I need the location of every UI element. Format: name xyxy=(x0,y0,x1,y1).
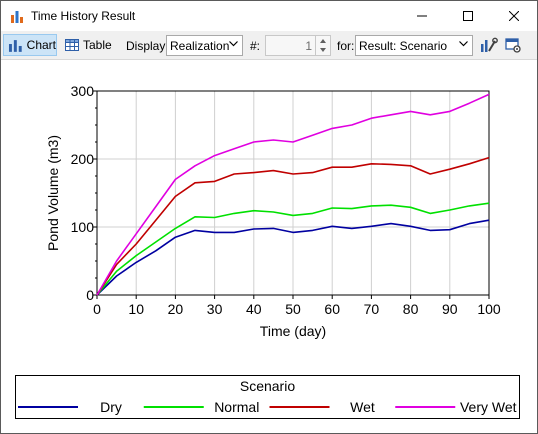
legend-label: Normal xyxy=(214,399,259,415)
legend-label: Dry xyxy=(100,399,122,415)
legend-entries: Dry Normal Wet Very Wet xyxy=(18,399,517,415)
x-tick-label: 10 xyxy=(128,301,144,317)
minimize-button[interactable] xyxy=(399,1,445,31)
title-bar: Time History Result xyxy=(1,1,537,31)
display-label: Display: xyxy=(126,39,169,53)
series-line-wet xyxy=(96,156,490,296)
maximize-button[interactable] xyxy=(445,1,491,31)
x-tick-label: 30 xyxy=(207,301,223,317)
chart-properties-button[interactable] xyxy=(479,34,499,56)
spin-down-icon xyxy=(320,48,326,52)
series-line-normal xyxy=(96,202,490,296)
realization-number-input[interactable]: 1 xyxy=(265,35,331,56)
legend-label: Very Wet xyxy=(460,399,517,415)
spin-up-icon xyxy=(320,39,326,43)
table-icon xyxy=(65,39,79,51)
x-tick-label: 60 xyxy=(324,301,340,317)
table-view-button[interactable]: Table xyxy=(64,35,114,55)
chart-wrench-icon xyxy=(481,37,498,52)
maximize-icon xyxy=(463,11,473,21)
result-select-value: Result: Scenario xyxy=(359,39,448,53)
time-history-chart: 0 10 20 30 40 50 60 70 80 90 100 0 100 200 300 Time (d… xyxy=(45,83,501,339)
chart-view-label: Chart xyxy=(26,38,56,52)
series-line-very-wet xyxy=(96,93,490,296)
y-axis-label: Pond Volume (m3) xyxy=(45,135,61,251)
realization-number-value: 1 xyxy=(305,39,312,53)
x-tick-label: 100 xyxy=(477,301,501,317)
x-tick-label: 50 xyxy=(285,301,301,317)
close-button[interactable] xyxy=(491,1,537,31)
settings-icon xyxy=(505,38,521,53)
realization-number-label: #: xyxy=(250,39,261,53)
chart-area: 0 10 20 30 40 50 60 70 80 90 100 0 100 200 300 Time (d… xyxy=(1,60,537,433)
legend-label: Wet xyxy=(350,399,375,415)
chart-icon xyxy=(8,40,22,52)
legend-title: Scenario xyxy=(239,378,296,394)
y-tick-label: 300 xyxy=(71,83,95,99)
for-label: for: xyxy=(337,39,355,53)
x-tick-label: 0 xyxy=(93,301,101,317)
display-select[interactable]: Realization xyxy=(166,35,243,56)
bar-chart-app-icon xyxy=(11,11,23,23)
toolbar: Chart Table Display: Realization #: 1 xyxy=(1,31,537,60)
table-view-label: Table xyxy=(83,38,112,52)
x-tick-label: 80 xyxy=(403,301,419,317)
x-tick-label: 20 xyxy=(168,301,184,317)
realization-number-spinner[interactable] xyxy=(315,36,330,55)
result-select[interactable]: Result: Scenario xyxy=(355,35,473,56)
series-line-dry xyxy=(96,219,490,296)
chart-settings-button[interactable] xyxy=(503,34,523,56)
close-icon xyxy=(509,11,519,21)
minimize-icon xyxy=(417,15,427,17)
y-tick-label: 100 xyxy=(71,219,95,235)
y-tick-label: 200 xyxy=(71,151,95,167)
display-select-value: Realization xyxy=(170,39,230,53)
x-axis-label: Time (day) xyxy=(260,323,326,339)
x-tick-label: 70 xyxy=(364,301,380,317)
chevron-down-icon xyxy=(229,41,238,47)
chart-legend: Scenario Dry Normal Wet Very Wet xyxy=(15,375,520,419)
x-tick-label: 90 xyxy=(442,301,458,317)
window-title: Time History Result xyxy=(31,9,136,23)
chevron-down-icon xyxy=(459,41,468,47)
x-tick-label: 40 xyxy=(246,301,262,317)
y-tick-label: 0 xyxy=(86,287,94,303)
chart-view-button[interactable]: Chart xyxy=(3,34,57,56)
